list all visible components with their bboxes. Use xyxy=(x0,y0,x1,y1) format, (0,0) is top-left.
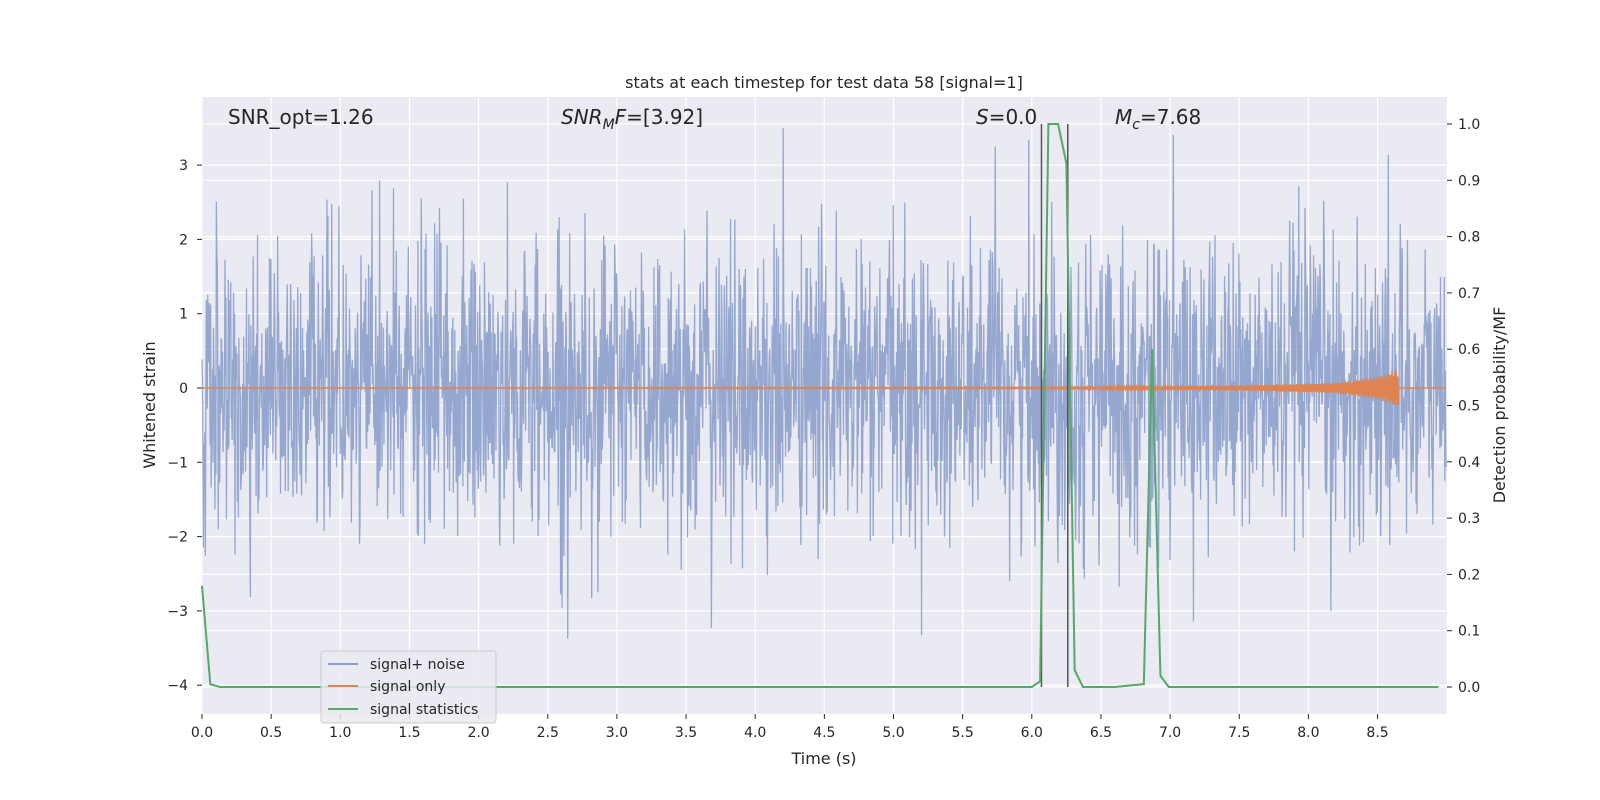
y-left-tick-label: −1 xyxy=(167,455,188,471)
series-signal-noise xyxy=(201,127,1447,639)
y-right-tick-label: 0.3 xyxy=(1458,511,1480,527)
y-left-tick-label: 0 xyxy=(179,381,188,397)
y-left-tick-label: 2 xyxy=(179,232,188,248)
signal-noise-line xyxy=(201,127,1447,639)
legend: signal+ noise signal only signal statist… xyxy=(320,650,497,724)
y-left-tick-label: 1 xyxy=(179,307,188,323)
chart-title: stats at each timestep for test data 58 … xyxy=(625,73,1023,92)
x-tick-label: 8.5 xyxy=(1366,725,1388,741)
y-axis-right-title: Detection probability/MF xyxy=(1490,307,1509,504)
y-left-tick-label: 3 xyxy=(179,158,188,174)
y-right-tick-label: 0.2 xyxy=(1458,567,1480,583)
y-right-tick-label: 0.7 xyxy=(1458,286,1480,302)
signal-only-line xyxy=(201,370,1447,406)
x-tick-label: 0.0 xyxy=(191,725,213,741)
y-right-tick-label: 0.1 xyxy=(1458,624,1480,640)
x-tick-label: 3.0 xyxy=(606,725,628,741)
legend-box xyxy=(320,650,497,724)
x-tick-label: 1.5 xyxy=(398,725,420,741)
y-right-tick-label: 0.5 xyxy=(1458,399,1480,415)
annotation-s: S=0.0 xyxy=(976,105,1037,129)
annotation-snr-mf: SNRMF=[3.92] xyxy=(561,105,703,133)
legend-label-signal-only: signal only xyxy=(370,679,445,695)
x-tick-label: 5.5 xyxy=(952,725,974,741)
y-right-tick-label: 0.4 xyxy=(1458,455,1480,471)
y-right-tick-label: 0.8 xyxy=(1458,230,1480,246)
y-left-tick-label: −4 xyxy=(167,678,188,694)
y-right-tick-label: 0.0 xyxy=(1458,680,1480,696)
legend-label-signal-statistics: signal statistics xyxy=(370,702,478,718)
x-tick-label: 6.5 xyxy=(1090,725,1112,741)
series-signal-only xyxy=(201,370,1447,406)
x-tick-label: 4.0 xyxy=(744,725,766,741)
x-tick-label: 1.0 xyxy=(329,725,351,741)
x-tick-label: 2.0 xyxy=(467,725,489,741)
y-axis-left-ticks: 3 2 1 0 −1 −2 −3 −4 xyxy=(167,158,202,694)
x-tick-label: 7.5 xyxy=(1228,725,1250,741)
annotation-snr-opt: SNR_opt=1.26 xyxy=(228,105,374,129)
x-axis-title: Time (s) xyxy=(790,749,856,768)
legend-label-signal-noise: signal+ noise xyxy=(370,657,465,673)
annotation-mc: Mc=7.68 xyxy=(1115,105,1201,133)
y-right-tick-label: 0.9 xyxy=(1458,173,1480,189)
y-right-tick-label: 0.6 xyxy=(1458,342,1480,358)
x-tick-label: 0.5 xyxy=(260,725,282,741)
y-right-tick-label: 1.0 xyxy=(1458,117,1480,133)
y-axis-left-title: Whitened strain xyxy=(140,341,159,468)
x-tick-label: 6.0 xyxy=(1021,725,1043,741)
x-tick-label: 5.0 xyxy=(882,725,904,741)
y-left-tick-label: −3 xyxy=(167,604,188,620)
x-axis-ticks: 0.0 0.5 1.0 1.5 2.0 2.5 3.0 3.5 4.0 4.5 5.0 5.5 6.0 6… xyxy=(191,714,1389,741)
x-tick-label: 7.0 xyxy=(1159,725,1181,741)
x-tick-label: 2.5 xyxy=(537,725,559,741)
y-left-tick-label: −2 xyxy=(167,530,188,546)
x-tick-label: 4.5 xyxy=(813,725,835,741)
y-axis-right-ticks: 1.0 0.9 0.8 0.7 0.6 0.5 0.4 0.3 0.2 0.1 0.0 xyxy=(1447,117,1480,696)
x-tick-label: 3.5 xyxy=(675,725,697,741)
x-tick-label: 8.0 xyxy=(1297,725,1319,741)
